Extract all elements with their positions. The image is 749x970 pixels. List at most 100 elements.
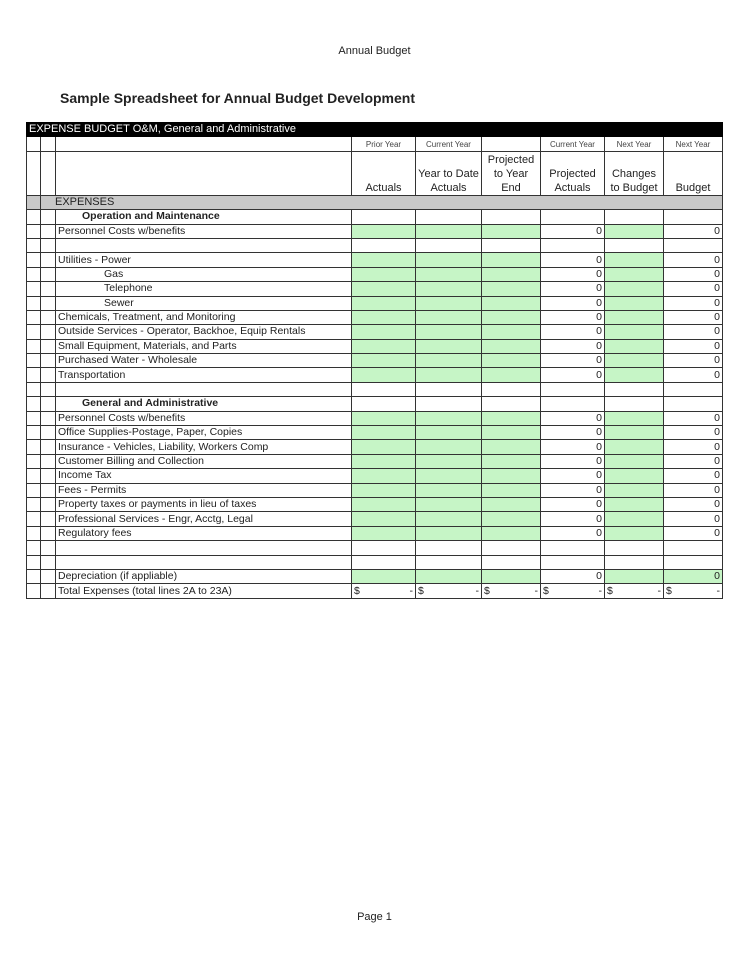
value-cell[interactable]: 0 [540,252,605,268]
value-cell[interactable]: 0 [663,252,723,268]
input-cell[interactable] [604,237,664,254]
input-cell[interactable] [415,468,482,484]
value-cell[interactable]: 0 [540,453,605,470]
input-cell[interactable] [663,381,723,398]
value-cell[interactable]: 0 [540,281,605,297]
input-cell[interactable] [481,453,541,470]
input-cell[interactable] [351,209,416,225]
value-cell[interactable]: 0 [540,367,605,383]
input-cell[interactable] [540,554,605,570]
input-cell[interactable] [415,338,482,355]
input-cell[interactable] [481,237,541,254]
input-cell[interactable] [351,439,416,455]
input-cell[interactable] [604,367,664,383]
value-cell[interactable]: 0 [663,223,723,239]
input-cell[interactable] [663,396,723,412]
input-cell[interactable] [604,396,664,412]
input-cell[interactable] [481,309,541,326]
input-cell[interactable] [351,281,416,297]
input-cell[interactable] [604,381,664,398]
input-cell[interactable] [351,266,416,283]
input-cell[interactable] [481,324,541,340]
value-cell[interactable]: 0 [663,324,723,340]
input-cell[interactable] [604,324,664,340]
input-cell[interactable] [604,453,664,470]
input-cell[interactable] [415,496,482,513]
input-cell[interactable] [540,540,605,556]
input-cell[interactable] [663,554,723,570]
value-cell[interactable]: 0 [540,482,605,498]
input-cell[interactable] [351,237,416,254]
value-cell[interactable]: 0 [540,496,605,513]
value-cell[interactable]: 0 [540,410,605,427]
input-cell[interactable] [481,266,541,283]
total-cell[interactable]: $ - [663,583,723,599]
value-cell[interactable]: 0 [540,338,605,355]
input-cell[interactable] [481,295,541,311]
value-cell[interactable]: 0 [540,525,605,542]
input-cell[interactable] [604,252,664,268]
value-cell[interactable]: 0 [663,453,723,470]
input-cell[interactable] [604,338,664,355]
input-cell[interactable] [351,568,416,585]
input-cell[interactable] [663,237,723,254]
value-cell[interactable]: 0 [540,295,605,311]
input-cell[interactable] [351,425,416,441]
input-cell[interactable] [481,511,541,527]
input-cell[interactable] [415,324,482,340]
input-cell[interactable] [351,353,416,369]
value-cell[interactable]: 0 [663,439,723,455]
input-cell[interactable] [540,396,605,412]
input-cell[interactable] [415,439,482,455]
input-cell[interactable] [415,396,482,412]
value-cell[interactable]: 0 [540,468,605,484]
input-cell[interactable] [351,468,416,484]
value-cell[interactable]: 0 [663,295,723,311]
input-cell[interactable] [604,511,664,527]
value-cell[interactable]: 0 [540,425,605,441]
input-cell[interactable] [663,540,723,556]
value-cell[interactable]: 0 [663,482,723,498]
input-cell[interactable] [351,396,416,412]
input-cell[interactable] [481,554,541,570]
input-cell[interactable] [351,482,416,498]
total-cell[interactable]: $ - [540,583,605,599]
input-cell[interactable] [351,295,416,311]
input-cell[interactable] [604,295,664,311]
input-cell[interactable] [604,496,664,513]
input-cell[interactable] [604,540,664,556]
input-cell[interactable] [415,237,482,254]
input-cell[interactable] [481,482,541,498]
input-cell[interactable] [604,410,664,427]
total-cell[interactable]: $ - [604,583,664,599]
input-cell[interactable] [481,540,541,556]
input-cell[interactable] [351,525,416,542]
input-cell[interactable] [481,425,541,441]
value-cell[interactable]: 0 [540,324,605,340]
input-cell[interactable] [351,540,416,556]
input-cell[interactable] [351,511,416,527]
value-cell[interactable]: 0 [540,223,605,239]
input-cell[interactable] [481,353,541,369]
input-cell[interactable] [481,525,541,542]
input-cell[interactable] [415,252,482,268]
input-cell[interactable] [604,266,664,283]
input-cell[interactable] [481,396,541,412]
input-cell[interactable] [604,482,664,498]
input-cell[interactable] [351,324,416,340]
input-cell[interactable] [415,554,482,570]
input-cell[interactable] [415,223,482,239]
input-cell[interactable] [351,496,416,513]
input-cell[interactable] [415,568,482,585]
value-cell[interactable]: 0 [663,496,723,513]
value-cell[interactable]: 0 [540,511,605,527]
input-cell[interactable] [604,525,664,542]
input-cell[interactable] [351,309,416,326]
input-cell[interactable] [604,439,664,455]
value-cell[interactable]: 0 [663,309,723,326]
input-cell[interactable] [481,367,541,383]
value-cell[interactable]: 0 [663,468,723,484]
value-cell[interactable]: 0 [663,425,723,441]
value-cell[interactable]: 0 [663,367,723,383]
input-cell[interactable] [415,381,482,398]
